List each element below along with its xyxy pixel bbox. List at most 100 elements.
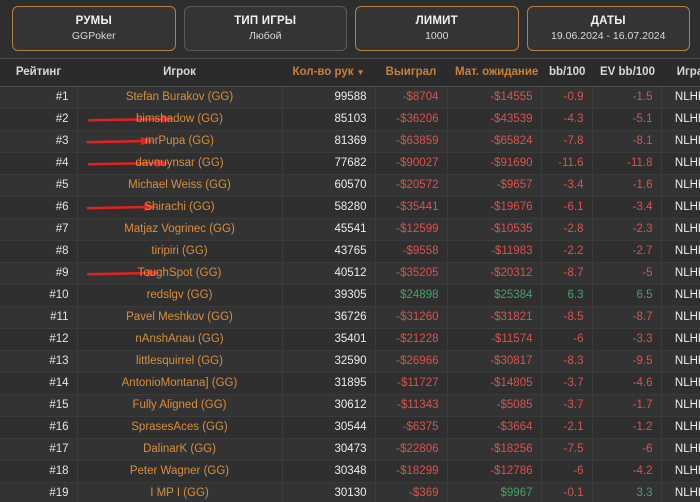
table-row[interactable]: #8 tiripiri (GG) 43765 -$9558 -$11983 -2.2 -2.… [0,240,700,263]
cell-player[interactable]: tiripiri (GG) [77,240,283,263]
player-name-link[interactable]: Matjaz Vogrinec (GG) [124,223,235,235]
cell-ev: -$91690 [447,152,542,175]
cell-player[interactable]: I MP I (GG) [77,482,283,502]
cell-game: NLHE [661,350,700,373]
cell-bb: -7.5 [541,438,593,461]
table-row[interactable]: #15 Fully Aligned (GG) 30612 -$11343 -$5085-… [0,394,700,417]
cell-player[interactable]: mrPupa (GG) [77,130,283,153]
player-name-link[interactable]: ToughSpot (GG) [137,267,222,279]
player-name-link[interactable]: nAnshAnau (GG) [135,333,224,345]
column-header-rank[interactable]: Рейтинг [0,59,77,87]
cell-player[interactable]: Pavel Meshkov (GG) [77,306,283,329]
cell-player[interactable]: Michael Weiss (GG) [77,174,283,197]
cell-game: NLHE [661,460,700,483]
table-row[interactable]: #17 DalinarK (GG) 30473 -$22806 -$18256 -7.5-… [0,438,700,461]
player-name-link[interactable]: DalinarK (GG) [143,443,216,455]
cell-player[interactable]: davnuynsar (GG) [77,152,283,175]
cell-game: NLHE [661,482,700,502]
player-name-link[interactable]: bimshadow (GG) [136,113,223,125]
filter-button-3[interactable]: ДАТЫ 19.06.2024 - 16.07.2024 [526,6,690,51]
table-row[interactable]: #19 I MP I (GG) 30130-$369$9967-0.13.3NLHE [0,482,700,502]
cell-game: NLHE [661,196,700,219]
cell-player[interactable]: SprasesAces (GG) [77,416,283,439]
cell-ev: -$9657 [447,174,542,197]
cell-ev: -$43539 [447,108,542,131]
player-name-link[interactable]: mrPupa (GG) [144,135,214,147]
table-row[interactable]: #4 davnuynsar (GG) 77682 -$90027 -$91690 -11.… [0,152,700,175]
table-row[interactable]: #16 SprasesAces (GG) 30544 -$6375 -$3664 -2.1… [0,416,700,439]
cell-player[interactable]: ToughSpot (GG) [77,262,283,285]
cell-evbb: -1.5 [592,86,662,109]
cell-game: NLHE [661,86,700,109]
cell-hands: 40512 [282,262,376,285]
cell-player[interactable]: Shirachi (GG) [77,196,283,219]
cell-player[interactable]: littlesquirrel (GG) [77,350,283,373]
cell-hands: 39305 [282,284,376,307]
filter-title: РУМЫ [75,14,112,27]
filter-value: 1000 [425,30,449,43]
cell-game: NLHE [661,416,700,439]
cell-player[interactable]: nAnshAnau (GG) [77,328,283,351]
column-header-game[interactable]: Игра [661,59,700,87]
filter-button-0[interactable]: РУМЫ GGPoker [12,6,176,51]
column-header-ev[interactable]: Мат. ожидание [447,59,541,87]
cell-player[interactable]: DalinarK (GG) [77,438,283,461]
column-header-evbb[interactable]: EV bb/100 [592,59,661,87]
cell-evbb: -8.7 [592,306,662,329]
cell-ev: -$18256 [447,438,542,461]
table-row[interactable]: #12 nAnshAnau (GG) 35401 -$21228 -$11574 -6 -3… [0,328,700,351]
table-row[interactable]: #1 Stefan Burakov (GG) 99588 -$8704 -$14555-… [0,86,700,109]
cell-bb: -2.2 [541,240,593,263]
cell-won: $24898 [375,284,448,307]
player-name-link[interactable]: AntonioMontana] (GG) [121,377,238,389]
table-row[interactable]: #9 ToughSpot (GG) 40512 -$35205 -$20312 -8.7-… [0,262,700,285]
cell-bb: -2.8 [541,218,593,241]
column-header-hands[interactable]: Кол-во рук ▼ [282,59,375,87]
player-name-link[interactable]: SprasesAces (GG) [131,421,228,433]
cell-player[interactable]: Matjaz Vogrinec (GG) [77,218,283,241]
player-name-link[interactable]: Michael Weiss (GG) [128,179,231,191]
column-header-bb[interactable]: bb/100 [541,59,592,87]
table-row[interactable]: #3 mrPupa (GG) 81369 -$63859 -$65824 -7.8 -8.1… [0,130,700,153]
stats-table-container[interactable]: Рейтинг Игрок Кол-во рук ▼ Выиграл Мат. ожида… [0,58,700,502]
filter-button-2[interactable]: ЛИМИТ 1000 [355,6,519,51]
table-row[interactable]: #13 littlesquirrel (GG) 32590 -$26966 -$3081… [0,350,700,373]
cell-player[interactable]: Fully Aligned (GG) [77,394,283,417]
cell-player[interactable]: Stefan Burakov (GG) [77,86,283,109]
table-row[interactable]: #5 Michael Weiss (GG) 60570 -$20572 -$9657 -3… [0,174,700,197]
cell-ev: -$10535 [447,218,542,241]
player-name-link[interactable]: tiripiri (GG) [151,245,208,257]
table-header-row: Рейтинг Игрок Кол-во рук ▼ Выиграл Мат. ожида… [0,59,700,87]
cell-won: -$12599 [375,218,448,241]
cell-player[interactable]: redslgv (GG) [77,284,283,307]
table-row[interactable]: #10 redslgv (GG) 39305 $24898 $25384 6.3 6.5 NL… [0,284,700,307]
cell-hands: 31895 [282,372,376,395]
player-name-link[interactable]: Pavel Meshkov (GG) [126,311,233,323]
column-header-player[interactable]: Игрок [77,59,282,87]
table-row[interactable]: #11 Pavel Meshkov (GG) 36726 -$31260 -$31821… [0,306,700,329]
filter-button-1[interactable]: ТИП ИГРЫ Любой [183,6,347,51]
player-name-link[interactable]: Fully Aligned (GG) [132,399,227,411]
sort-descending-icon[interactable]: ▼ [356,67,365,77]
cell-ev: -$11983 [447,240,542,263]
cell-player[interactable]: AntonioMontana] (GG) [77,372,283,395]
cell-hands: 30130 [282,482,376,502]
cell-evbb: -4.2 [592,460,662,483]
player-name-link[interactable]: davnuynsar (GG) [135,157,224,169]
cell-evbb: -2.3 [592,218,662,241]
table-row[interactable]: #14 AntonioMontana] (GG) 31895 -$11727 -$148… [0,372,700,395]
player-name-link[interactable]: Shirachi (GG) [144,201,215,213]
player-name-link[interactable]: Peter Wagner (GG) [129,465,230,477]
table-row[interactable]: #7 Matjaz Vogrinec (GG) 45541 -$12599 -$1053… [0,218,700,241]
filter-title: ТИП ИГРЫ [234,14,297,27]
column-header-won[interactable]: Выиграл [375,59,447,87]
player-name-link[interactable]: littlesquirrel (GG) [136,355,223,367]
cell-player[interactable]: Peter Wagner (GG) [77,460,283,483]
table-row[interactable]: #18 Peter Wagner (GG) 30348 -$18299 -$12786-… [0,460,700,483]
player-name-link[interactable]: I MP I (GG) [150,487,209,499]
table-row[interactable]: #6 Shirachi (GG) 58280 -$35441 -$19676 -6.1 -3… [0,196,700,219]
table-row[interactable]: #2 bimshadow (GG) 85103 -$36206 -$43539 -4.3-… [0,108,700,131]
player-name-link[interactable]: Stefan Burakov (GG) [125,91,234,103]
player-name-link[interactable]: redslgv (GG) [146,289,213,301]
cell-player[interactable]: bimshadow (GG) [77,108,283,131]
